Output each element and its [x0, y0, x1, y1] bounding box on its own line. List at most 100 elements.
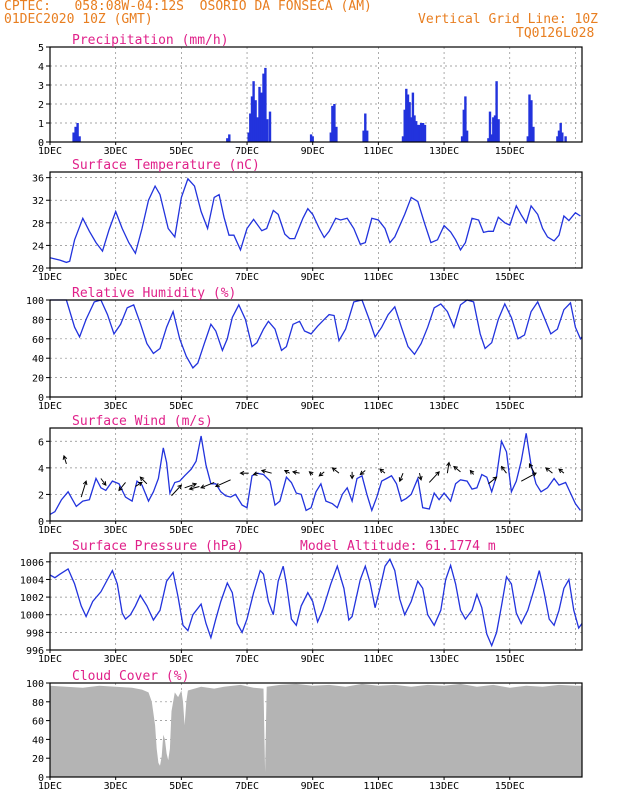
x-tick-label: 5DEC [169, 272, 193, 283]
pressure-title: Surface Pressure (hPa) [72, 539, 244, 554]
temp-line [49, 177, 581, 264]
wind-arrow-shaft [332, 467, 340, 474]
precip-bar [329, 132, 332, 142]
wind-arrow [100, 478, 107, 486]
precip-bar [311, 136, 314, 142]
wind-arrow-shaft [379, 468, 386, 474]
precip-bar [262, 73, 265, 142]
x-tick-label: 3DEC [104, 654, 128, 665]
wind-arrow-head [291, 470, 297, 475]
y-tick-label: 1002 [20, 593, 44, 604]
wind-arrow-head [453, 465, 458, 471]
x-tick-label: 1DEC [38, 146, 62, 157]
precip-bar [530, 100, 533, 142]
wind-arrow-head [349, 474, 355, 480]
wind-arrow-shaft [453, 466, 461, 473]
wind-arrow [398, 472, 404, 483]
wind-arrow-head [379, 468, 385, 474]
wind-arrow [171, 484, 183, 497]
wind-arrow-head [418, 475, 423, 481]
y-tick-label: 4 [38, 62, 44, 73]
wind-arrow-shaft [135, 482, 143, 487]
y-tick-label: 24 [32, 241, 44, 252]
y-tick-label: 1000 [20, 611, 44, 622]
x-tick-label: 7DEC [235, 146, 259, 157]
wind-arrow-head [177, 484, 183, 490]
precip-bar [252, 81, 255, 142]
header-grid-note: Vertical Grid Line: 10Z [418, 12, 599, 27]
wind-arrow-shaft [360, 470, 366, 475]
wind-arrow-head [118, 486, 123, 492]
x-tick-label: 13DEC [429, 654, 459, 665]
plot-frame [49, 171, 583, 269]
y-tick-label: 80 [32, 315, 44, 326]
precip-bar [410, 117, 413, 142]
x-tick-label: 15DEC [495, 146, 525, 157]
y-tick-label: 80 [32, 698, 44, 709]
wind-arrow-shaft [292, 471, 300, 474]
precip-bar [260, 92, 263, 142]
temp-title: Surface Temperature (nC) [72, 158, 260, 173]
wind-arrow-head [446, 461, 451, 467]
wind-arrow [80, 480, 88, 498]
x-tick-label: 7DEC [235, 781, 259, 792]
precip-bar [559, 123, 562, 142]
precip-bar [228, 134, 231, 142]
wind-arrow-shaft [118, 482, 126, 491]
precip-bar [403, 109, 406, 142]
x-tick-label: 3DEC [104, 401, 128, 412]
precip-bar [487, 138, 490, 142]
wind-title: Surface Wind (m/s) [72, 414, 213, 429]
wind-arrow [139, 476, 148, 485]
x-tick-label: 9DEC [301, 146, 325, 157]
precip-bar [418, 124, 421, 142]
precip-title: Precipitation (mm/h) [72, 33, 229, 48]
precip-bar [74, 126, 77, 142]
x-tick-label: 13DEC [429, 525, 459, 536]
wind-arrow [188, 485, 200, 491]
wind-arrow-shaft [215, 479, 231, 487]
plot-frame [49, 46, 583, 143]
wind-arrow-head [82, 480, 88, 486]
wind-arrow [545, 467, 553, 474]
precip-bar [493, 115, 497, 142]
wind-arrow-head [359, 470, 365, 476]
plot-frame [49, 552, 583, 651]
y-tick-label: 3 [38, 81, 44, 92]
precip-bar [406, 94, 410, 142]
precip-bar [366, 130, 369, 142]
wind-arrow-shaft [189, 485, 200, 490]
precip-bar [258, 86, 261, 142]
wind-arrow-head [545, 467, 550, 472]
wind-arrow [291, 470, 300, 475]
panel-wind: 0 2 4 6 1DEC 3DEC 5DEC 7DEC 9DEC 11DEC 13DEC 15DEC S… [38, 414, 583, 536]
precip-bar [561, 132, 564, 142]
precip-bar [557, 130, 561, 142]
header-code: TQ0126L028 [516, 26, 595, 41]
wind-arrow [469, 469, 475, 475]
precip-bar [490, 134, 493, 142]
precip-bar [564, 136, 567, 142]
x-tick-label: 5DEC [169, 525, 193, 536]
x-tick-label: 15DEC [495, 654, 525, 665]
precip-bar [532, 126, 535, 142]
wind-arrow [521, 472, 537, 482]
precip-bar [266, 119, 269, 142]
y-tick-label: 0 [38, 773, 44, 784]
x-tick-label: 11DEC [363, 272, 393, 283]
precip-bar [497, 119, 500, 142]
precip-bar [413, 115, 416, 142]
y-tick-label: 20 [32, 754, 44, 765]
x-tick-label: 11DEC [363, 654, 393, 665]
wind-arrow [252, 471, 259, 476]
precip-bar [264, 67, 267, 142]
precip-bar [411, 92, 415, 142]
y-tick-label: 2 [38, 490, 44, 501]
wind-arrow [488, 476, 498, 485]
y-tick-label: 0 [38, 138, 44, 149]
x-tick-label: 9DEC [301, 272, 325, 283]
wind-arrow [379, 468, 386, 474]
y-tick-label: 20 [32, 264, 44, 275]
wind-arrow-shaft [488, 476, 497, 485]
precip-bar [362, 130, 365, 142]
